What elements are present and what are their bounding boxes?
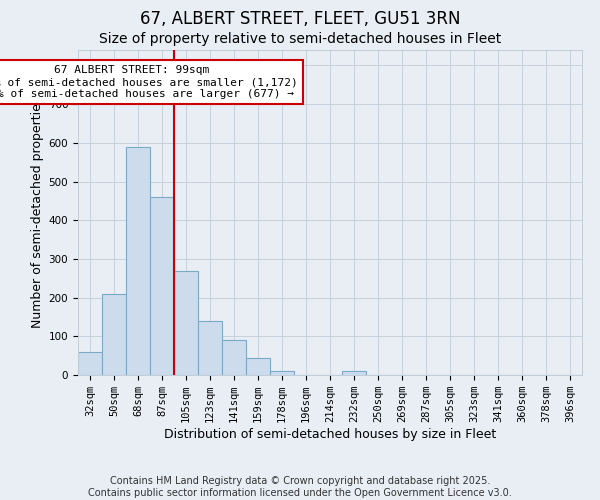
Bar: [246, 358, 270, 375]
Bar: [198, 321, 222, 375]
Bar: [150, 197, 174, 375]
Text: Size of property relative to semi-detached houses in Fleet: Size of property relative to semi-detach…: [99, 32, 501, 46]
Bar: [78, 352, 102, 375]
Bar: [222, 340, 246, 375]
Bar: [126, 146, 150, 375]
Text: 67, ALBERT STREET, FLEET, GU51 3RN: 67, ALBERT STREET, FLEET, GU51 3RN: [140, 10, 460, 28]
Bar: [342, 371, 366, 375]
Bar: [174, 270, 198, 375]
Text: Contains HM Land Registry data © Crown copyright and database right 2025.
Contai: Contains HM Land Registry data © Crown c…: [88, 476, 512, 498]
Bar: [270, 371, 294, 375]
Y-axis label: Number of semi-detached properties: Number of semi-detached properties: [31, 97, 44, 328]
X-axis label: Distribution of semi-detached houses by size in Fleet: Distribution of semi-detached houses by …: [164, 428, 496, 441]
Text: 67 ALBERT STREET: 99sqm
← 63% of semi-detached houses are smaller (1,172)
  36% : 67 ALBERT STREET: 99sqm ← 63% of semi-de…: [0, 66, 298, 98]
Bar: [102, 294, 126, 375]
